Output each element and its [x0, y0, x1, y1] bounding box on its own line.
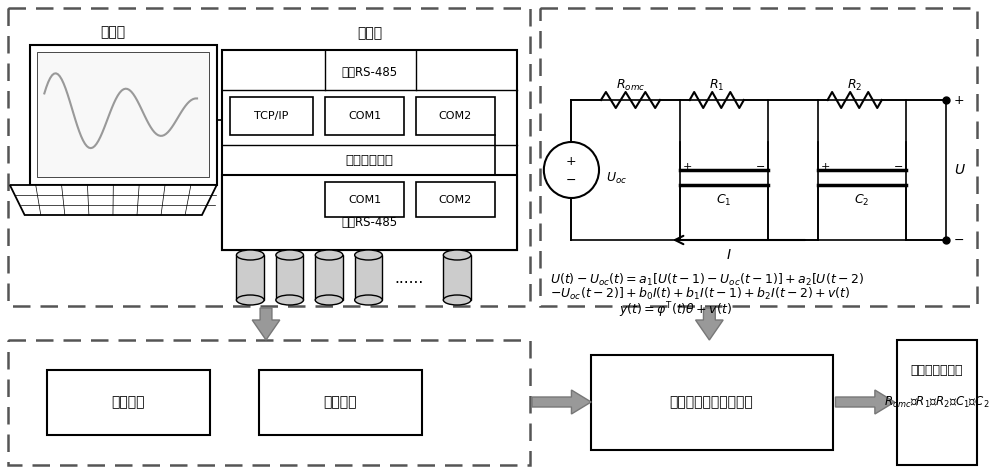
Text: 串口RS-485: 串口RS-485 — [341, 216, 398, 228]
Text: $R_1$: $R_1$ — [709, 78, 724, 93]
Bar — [416, 182, 495, 217]
Text: $U(t)-U_{oc}(t)=a_1[U(t-1)-U_{oc}(t-1)]+a_2[U(t-2)$: $U(t)-U_{oc}(t)=a_1[U(t-1)-U_{oc}(t-1)]+… — [550, 272, 864, 288]
Ellipse shape — [443, 295, 471, 305]
Text: COM2: COM2 — [439, 111, 472, 121]
Text: COM2: COM2 — [439, 195, 472, 205]
Bar — [37, 52, 209, 177]
Text: $y(t)=\varphi^{\rm T}(t)\theta+v(t)$: $y(t)=\varphi^{\rm T}(t)\theta+v(t)$ — [619, 300, 732, 320]
Text: 中位机: 中位机 — [357, 26, 382, 40]
Polygon shape — [696, 308, 723, 340]
Text: −: − — [756, 162, 766, 172]
Ellipse shape — [544, 142, 599, 198]
Bar — [325, 97, 404, 135]
Text: +: + — [683, 162, 692, 172]
Text: −: − — [566, 174, 577, 186]
Text: 实测电流: 实测电流 — [323, 395, 357, 409]
Bar — [355, 255, 382, 300]
Text: −: − — [894, 162, 903, 172]
Text: −: − — [954, 234, 964, 246]
Text: 得到辨识结果：: 得到辨识结果： — [911, 363, 963, 377]
Ellipse shape — [315, 250, 343, 260]
Ellipse shape — [236, 250, 264, 260]
Bar — [8, 340, 530, 465]
Bar — [443, 255, 471, 300]
Bar — [236, 255, 264, 300]
Text: 串口RS-485: 串口RS-485 — [341, 65, 398, 79]
Text: 上位机: 上位机 — [101, 25, 126, 39]
Bar — [416, 97, 495, 135]
Text: +: + — [566, 155, 577, 167]
Text: +: + — [954, 94, 964, 106]
Ellipse shape — [355, 250, 382, 260]
Bar — [47, 370, 210, 435]
Text: COM1: COM1 — [348, 195, 381, 205]
Text: +: + — [821, 162, 830, 172]
Ellipse shape — [276, 295, 303, 305]
Ellipse shape — [236, 295, 264, 305]
Polygon shape — [10, 185, 217, 215]
Text: $U_{oc}$: $U_{oc}$ — [606, 170, 627, 185]
Bar — [222, 50, 517, 250]
Text: $R_{omc}$、$R_1$、$R_2$、$C_1$、$C_2$: $R_{omc}$、$R_1$、$R_2$、$C_1$、$C_2$ — [884, 395, 990, 410]
Text: $C_2$: $C_2$ — [854, 193, 870, 208]
Bar — [897, 340, 977, 465]
Ellipse shape — [315, 295, 343, 305]
Bar — [259, 370, 422, 435]
Bar — [230, 97, 313, 135]
Bar — [8, 8, 530, 306]
Text: 多新息递推贝叶斯算法: 多新息递推贝叶斯算法 — [669, 395, 753, 409]
Text: $R_{omc}$: $R_{omc}$ — [616, 78, 645, 93]
Polygon shape — [835, 390, 895, 414]
Text: COM1: COM1 — [348, 111, 381, 121]
Text: $U$: $U$ — [954, 163, 966, 177]
Bar — [30, 45, 217, 185]
Text: $-U_{oc}(t-2)]+b_0I(t)+b_1I(t-1)+b_2I(t-2)+v(t)$: $-U_{oc}(t-2)]+b_0I(t)+b_1I(t-1)+b_2I(t-… — [550, 286, 850, 302]
Text: ......: ...... — [394, 271, 423, 286]
Bar — [222, 175, 517, 250]
Text: $I$: $I$ — [726, 248, 732, 262]
Ellipse shape — [355, 295, 382, 305]
Bar — [315, 255, 343, 300]
Bar — [276, 255, 303, 300]
Ellipse shape — [276, 250, 303, 260]
Bar — [591, 355, 833, 450]
Polygon shape — [532, 390, 591, 414]
Text: TCP/IP: TCP/IP — [254, 111, 288, 121]
Text: $C_1$: $C_1$ — [716, 193, 732, 208]
Polygon shape — [252, 308, 280, 340]
Bar — [325, 182, 404, 217]
Bar — [540, 8, 977, 306]
Ellipse shape — [443, 250, 471, 260]
Text: 电池测试设备: 电池测试设备 — [345, 154, 393, 166]
Text: 实测电压: 实测电压 — [111, 395, 145, 409]
Text: $R_2$: $R_2$ — [847, 78, 862, 93]
